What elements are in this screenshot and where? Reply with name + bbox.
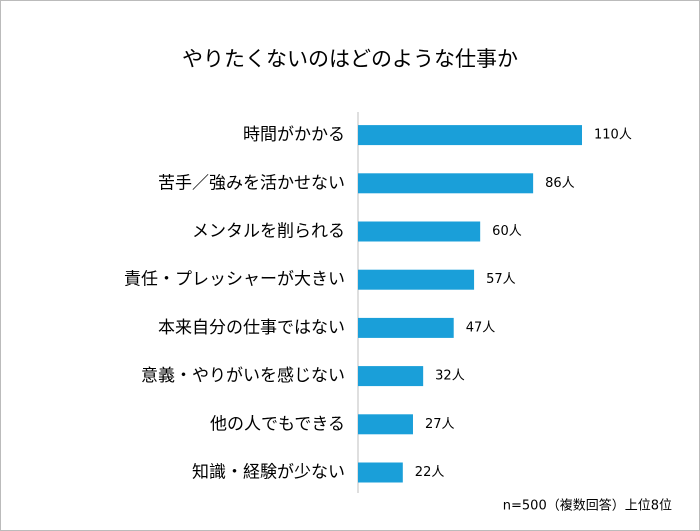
- bar: [358, 269, 475, 290]
- category-label: 知識・経験が少ない: [192, 463, 345, 483]
- category-label: 苦手／強みを活かせない: [158, 173, 345, 193]
- note: n=500（複数回答）上位8位: [503, 498, 672, 514]
- value-label: 27人: [425, 417, 455, 432]
- value-label: 32人: [435, 369, 465, 384]
- value-label: 57人: [486, 272, 516, 287]
- bar: [358, 173, 534, 194]
- category-label: 他の人でもできる: [210, 414, 345, 434]
- category-label: 意義・やりがいを感じない: [141, 366, 345, 386]
- bar: [358, 125, 582, 146]
- bar: [358, 462, 403, 483]
- bar: [358, 221, 481, 242]
- category-label: 本来自分の仕事ではない: [158, 318, 345, 338]
- value-label: 47人: [466, 320, 496, 335]
- category-label: 時間がかかる: [243, 125, 345, 145]
- value-label: 60人: [492, 224, 522, 239]
- bar: [358, 317, 454, 338]
- chart-title: やりたくないのはどのような仕事か: [182, 47, 518, 71]
- value-label: 110人: [594, 128, 632, 143]
- category-label: 責任・プレッシャーが大きい: [124, 270, 345, 290]
- value-label: 86人: [545, 176, 575, 191]
- bar: [358, 366, 424, 387]
- category-label: メンタルを削られる: [192, 222, 345, 242]
- value-label: 22人: [415, 465, 445, 480]
- bar: [358, 414, 413, 435]
